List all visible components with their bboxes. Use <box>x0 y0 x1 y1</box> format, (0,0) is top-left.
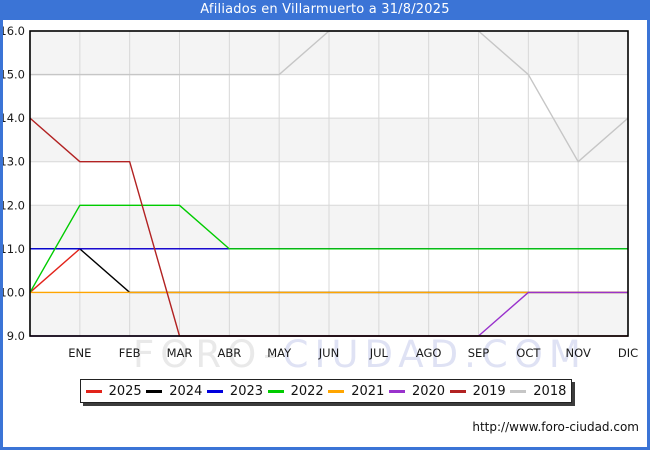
x-tick-label: NOV <box>566 346 591 360</box>
y-tick-label: 13.0 <box>3 155 25 169</box>
x-tick-label: JUL <box>369 346 389 360</box>
y-tick-label: 16.0 <box>3 24 25 38</box>
legend-swatch-2019 <box>449 389 466 393</box>
x-tick-label: OCT <box>516 346 541 360</box>
legend-label: 2022 <box>290 383 324 399</box>
y-tick-label: 10.0 <box>3 285 25 299</box>
legend-label: 2021 <box>351 383 385 399</box>
y-tick-label: 15.0 <box>3 68 25 82</box>
legend-item-2025: 2025 <box>85 383 142 399</box>
y-tick-label: 14.0 <box>3 111 25 125</box>
legend-label: 2023 <box>229 383 264 399</box>
legend-label: 2019 <box>472 383 506 399</box>
chart-title: Afiliados en Villarmuerto a 31/8/2025 <box>200 2 450 17</box>
x-tick-label: MAR <box>167 346 193 360</box>
legend-item-2022: 2022 <box>267 383 324 399</box>
legend-item-2018: 2018 <box>510 384 566 399</box>
legend-label: 2024 <box>169 383 203 399</box>
legend-swatch-2025 <box>85 389 102 393</box>
y-tick-label: 9.0 <box>7 329 25 343</box>
x-tick-label: DIC <box>618 346 638 360</box>
x-tick-label: SEP <box>468 346 490 360</box>
x-tick-label: JUN <box>318 346 339 360</box>
y-tick-label: 12.0 <box>3 198 25 212</box>
watermark: FORO-CIUDAD.COM <box>133 333 587 376</box>
x-tick-label: ENE <box>68 346 91 360</box>
legend-swatch-2020 <box>388 389 405 393</box>
legend-item-2024: 2024 <box>146 384 202 399</box>
legend-item-2021: 2021 <box>328 384 384 399</box>
legend-label: 2025 <box>108 383 142 399</box>
legend-swatch-2018 <box>510 389 527 393</box>
plot-border <box>29 30 629 337</box>
legend-label: 2020 <box>411 383 446 399</box>
line-chart: FORO-CIUDAD.COM 9.0 10.0 11.0 12.0 13.0 14.0 15… <box>3 24 638 376</box>
x-tick-label: ABR <box>217 346 241 360</box>
series-line-2022 <box>29 204 628 293</box>
chart-title-bar: Afiliados en Villarmuerto a 31/8/2025 <box>3 0 647 20</box>
legend-swatch-2024 <box>146 389 163 393</box>
legend-label: 2018 <box>533 383 567 399</box>
chart-legend: 2025 2024 2023 2022 2021 2020 2019 2018 <box>80 379 572 403</box>
y-tick-label: 11.0 <box>3 242 25 256</box>
footer-url: http://www.foro-ciudad.com <box>472 420 639 434</box>
legend-item-2019: 2019 <box>449 383 506 399</box>
legend-item-2023: 2023 <box>206 383 264 399</box>
legend-swatch-2022 <box>267 389 284 393</box>
legend-swatch-2023 <box>206 389 223 393</box>
x-tick-label: AGO <box>416 346 442 360</box>
x-tick-label: MAY <box>267 346 292 360</box>
legend-item-2020: 2020 <box>388 383 446 399</box>
x-tick-label: FEB <box>119 346 141 360</box>
legend-swatch-2021 <box>328 389 345 393</box>
